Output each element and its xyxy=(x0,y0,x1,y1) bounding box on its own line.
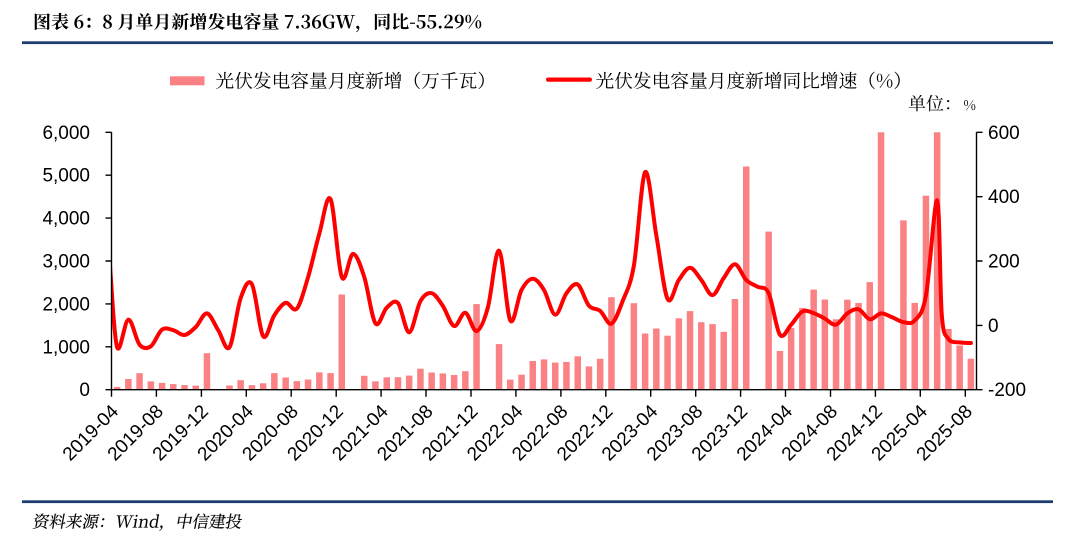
svg-text:400: 400 xyxy=(988,187,1020,208)
svg-text:-200: -200 xyxy=(988,380,1026,401)
svg-text:0: 0 xyxy=(988,316,999,337)
svg-text:3,000: 3,000 xyxy=(42,252,90,273)
svg-text:0: 0 xyxy=(79,380,90,401)
svg-text:5,000: 5,000 xyxy=(42,166,90,187)
svg-text:2,000: 2,000 xyxy=(42,294,90,315)
svg-text:6,000: 6,000 xyxy=(42,123,90,144)
svg-text:600: 600 xyxy=(988,123,1020,144)
svg-text:200: 200 xyxy=(988,252,1020,273)
svg-text:4,000: 4,000 xyxy=(42,209,90,230)
svg-text:1,000: 1,000 xyxy=(42,337,90,358)
